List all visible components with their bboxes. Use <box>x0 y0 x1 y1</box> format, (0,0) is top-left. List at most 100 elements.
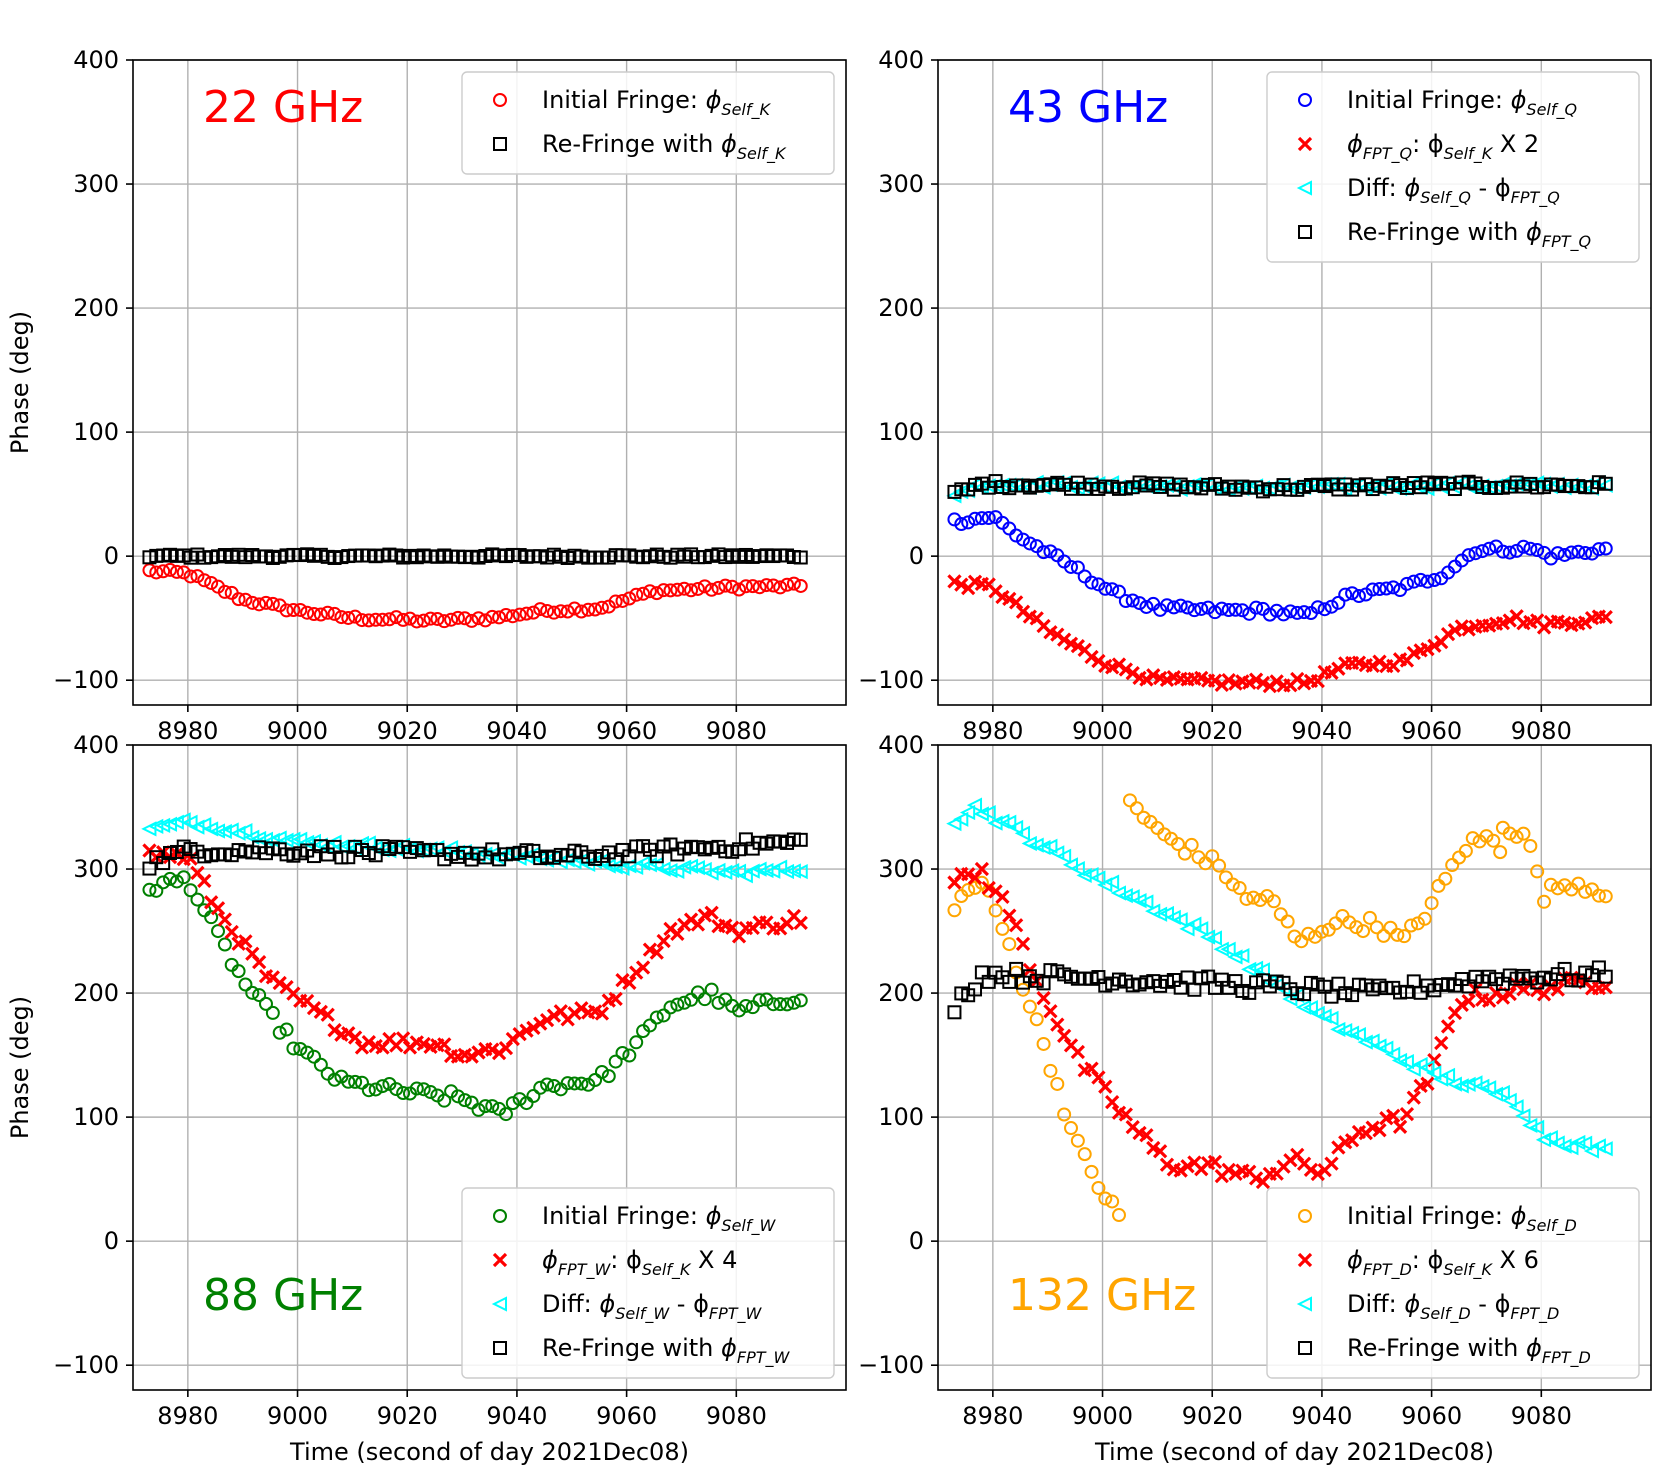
data-point <box>786 576 801 591</box>
data-point <box>968 982 983 997</box>
data-point <box>966 797 983 813</box>
data-point <box>670 582 685 597</box>
data-point <box>1207 1154 1223 1169</box>
data-point <box>1591 542 1606 557</box>
data-point <box>286 1041 301 1056</box>
data-point <box>238 977 253 992</box>
data-point <box>169 874 184 889</box>
data-point <box>1461 993 1476 1009</box>
data-point <box>211 924 226 939</box>
data-point <box>1447 622 1463 638</box>
data-point <box>457 1093 472 1108</box>
data-point <box>677 995 692 1010</box>
data-point <box>1050 1017 1065 1032</box>
data-point <box>1424 896 1439 911</box>
data-point <box>642 1018 657 1033</box>
data-point <box>1597 1141 1613 1157</box>
data-point <box>1111 584 1126 599</box>
data-point <box>1014 825 1031 841</box>
data-point <box>594 1006 610 1021</box>
legend-label: Re-Fringe with ϕFPT_Q <box>1347 218 1591 252</box>
data-point <box>498 1107 513 1122</box>
data-points <box>141 812 808 1122</box>
series-FPT_D-square <box>947 960 1613 1020</box>
data-point <box>1103 874 1120 890</box>
data-point <box>1362 910 1377 925</box>
data-point <box>1221 1162 1236 1177</box>
data-point <box>670 926 685 941</box>
data-point <box>1376 928 1391 943</box>
data-point <box>1057 1107 1072 1122</box>
data-point <box>1241 961 1257 977</box>
data-point <box>1269 603 1284 618</box>
data-point <box>313 1057 328 1072</box>
data-point <box>725 998 740 1013</box>
data-point <box>423 611 438 626</box>
data-point <box>252 597 267 612</box>
data-point <box>1276 607 1291 622</box>
data-point <box>780 577 795 592</box>
data-point <box>1035 839 1051 856</box>
data-point <box>176 565 191 580</box>
legend-label: Diff: ϕSelf_D - ϕFPT_D <box>1347 1290 1559 1324</box>
data-point <box>1269 674 1284 689</box>
data-point <box>1187 982 1202 997</box>
data-point <box>1184 837 1199 852</box>
data-point <box>1398 1053 1414 1070</box>
data-point <box>368 1082 383 1097</box>
data-point <box>409 614 424 629</box>
data-point <box>574 1076 589 1091</box>
data-point <box>953 811 969 827</box>
data-point <box>588 602 603 617</box>
legend-marker <box>493 137 507 151</box>
data-point <box>732 582 747 597</box>
legend-box <box>1266 1187 1640 1379</box>
y-axis-label: Phase (deg) <box>6 311 34 454</box>
data-point <box>995 921 1010 936</box>
y-tick-label: −100 <box>858 1351 924 1379</box>
data-point <box>217 584 232 599</box>
legend-item: ϕFPT_W: ϕSelf_K X 4 <box>492 1246 737 1280</box>
data-point <box>1302 1000 1318 1016</box>
data-point <box>327 606 342 621</box>
series-Self_D-circle <box>947 793 1613 1223</box>
data-point <box>1253 893 1268 908</box>
data-point <box>1117 888 1133 904</box>
data-point <box>1249 600 1264 615</box>
legend-item: Re-Fringe with ϕSelf_K <box>493 130 787 164</box>
data-point <box>1043 1063 1058 1078</box>
data-point <box>786 995 801 1010</box>
data-point <box>1002 591 1017 607</box>
data-point <box>1563 1140 1579 1156</box>
legend-box <box>461 71 835 175</box>
data-point <box>1007 819 1024 836</box>
data-point <box>974 875 989 890</box>
data-point <box>961 515 976 530</box>
data-point <box>1379 581 1394 596</box>
data-point <box>1458 843 1473 858</box>
data-point <box>1239 891 1254 906</box>
data-point <box>745 579 760 594</box>
data-point <box>1297 605 1312 620</box>
data-point <box>1350 1027 1366 1043</box>
data-point <box>1365 582 1380 597</box>
data-point <box>1351 589 1366 604</box>
data-point <box>1303 1162 1319 1178</box>
data-point <box>300 1045 315 1060</box>
data-point <box>1454 997 1469 1012</box>
data-point <box>1036 1036 1051 1051</box>
data-point <box>615 593 630 608</box>
data-point <box>1015 936 1031 951</box>
data-point <box>1218 870 1233 885</box>
y-tick-label: 100 <box>878 1103 924 1131</box>
data-point <box>1384 1046 1401 1062</box>
data-point <box>1098 1191 1113 1206</box>
data-point <box>1070 639 1085 654</box>
data-point <box>505 609 520 624</box>
data-point <box>1177 846 1192 861</box>
data-point <box>1550 881 1565 896</box>
data-point <box>738 998 753 1013</box>
data-point <box>1530 983 1545 998</box>
data-point <box>1138 894 1154 910</box>
legend-label: Re-Fringe with ϕFPT_W <box>542 1334 790 1368</box>
